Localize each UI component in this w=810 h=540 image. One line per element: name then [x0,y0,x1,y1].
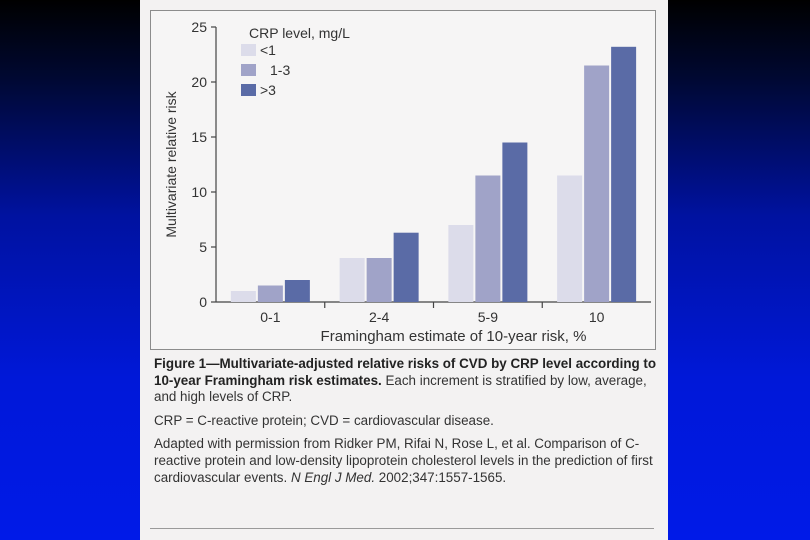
y-axis-label: Multivariate relative risk [163,90,179,237]
bar-5-9-series-1 [448,225,474,302]
x-tick-label: 10 [589,309,605,325]
bar-2-4-series-1 [339,258,365,302]
bar-2-4-series-3 [393,232,419,302]
bar-0-1-series-3 [284,280,310,302]
bar-0-1-series-1 [230,291,256,302]
bottom-rule [150,528,654,529]
figure-caption: Figure 1—Multivariate-adjusted relative … [154,356,660,493]
caption-source-journal: N Engl J Med. [290,469,376,485]
legend-title: CRP level, mg/L [249,25,350,41]
legend-label-series-1: <1 [260,42,276,58]
x-tick-label: 0-1 [260,309,280,325]
caption-figure-text: Each increment is stratified by low, ave… [154,372,647,405]
x-axis-label: Framingham estimate of 10-year risk, % [321,328,587,345]
y-tick-label: 15 [191,129,207,145]
caption-source-citation: 2002;347:1557-1565. [375,469,507,485]
caption-figure-paragraph: Figure 1—Multivariate-adjusted relative … [154,356,660,406]
y-tick-label: 25 [191,19,207,35]
bar-5-9-series-2 [475,175,501,302]
figure-card: 0 5 10 15 20 25 Multivariate relative risk 0-1 2… [140,0,668,540]
bar-10-series-3 [611,46,637,302]
x-tick-label: 2-4 [369,309,389,325]
legend-swatch-series-2 [241,64,256,76]
y-tick-label: 10 [191,184,207,200]
chart-frame: 0 5 10 15 20 25 Multivariate relative risk 0-1 2… [150,10,656,350]
caption-source-paragraph: Adapted with permission from Ridker PM, … [154,436,660,486]
y-tick-label: 5 [199,239,207,255]
caption-abbreviations: CRP = C-reactive protein; CVD = cardiova… [154,412,494,428]
caption-source-intro: Adapted with permission from Ridker PM, … [154,436,653,485]
bar-0-1-series-2 [257,285,283,302]
legend-label-series-2: 1-3 [270,62,290,78]
bar-chart: 0 5 10 15 20 25 Multivariate relative risk 0-1 2… [163,19,651,345]
bar-10-series-1 [557,175,583,302]
legend-label-series-3: >3 [260,82,276,98]
bar-5-9-series-3 [502,142,528,302]
x-tick-label: 5-9 [478,309,498,325]
y-tick-label: 0 [199,294,207,310]
caption-figure-label: Figure 1—Multivariate-adjusted relative … [154,356,657,388]
y-tick-label: 20 [191,74,207,90]
legend-swatch-series-3 [241,84,256,96]
bar-2-4-series-2 [366,258,392,302]
bar-10-series-2 [584,65,610,302]
legend-swatch-series-1 [241,44,256,56]
